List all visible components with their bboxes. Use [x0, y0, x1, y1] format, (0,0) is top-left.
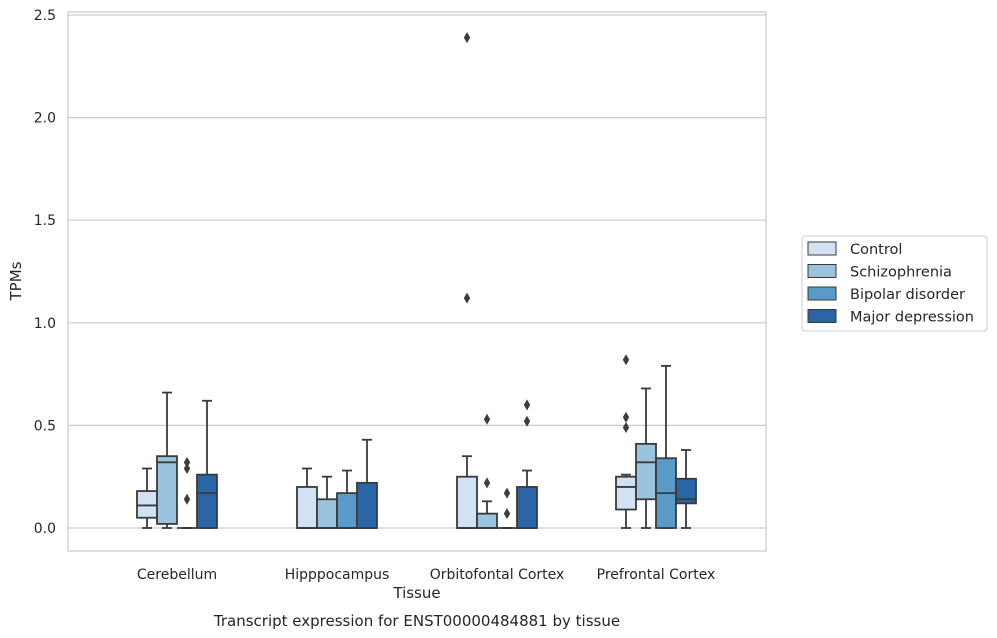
legend: Control Schizophrenia Bipolar disorder Majo…: [801, 235, 988, 332]
y-tick-label: 2.0: [34, 111, 56, 127]
box-schizophrenia: [156, 391, 178, 529]
x-tick-label: Hipppocampus: [285, 567, 390, 583]
legend-frame: [801, 235, 988, 332]
x-tick-label: Cerebellum: [137, 567, 217, 583]
x-axis-label: Tissue: [392, 584, 440, 602]
y-tick-labels: 0.0 0.5 1.0 1.5 2.0 2.5: [34, 8, 56, 537]
box-iqr: [196, 473, 218, 529]
box-iqr: [456, 475, 478, 529]
box-control: [615, 354, 637, 529]
x-tick-labels: Cerebellum Hipppocampus Orbitofontal Corte…: [137, 567, 715, 583]
legend-label: Major depression: [850, 310, 974, 326]
box-iqr: [675, 477, 697, 505]
grid-lines: [68, 14, 766, 529]
x-tick-label: Orbitofontal Cortex: [430, 567, 565, 583]
outlier-point: [183, 493, 191, 505]
boxplot-groups: [136, 32, 697, 529]
box-schizophrenia: [476, 413, 498, 529]
legend-label: Bipolar disorder: [850, 287, 965, 303]
y-tick-label: 1.0: [34, 316, 56, 332]
outlier-point: [503, 487, 511, 499]
outlier-point: [523, 415, 531, 427]
outlier-point: [183, 462, 191, 474]
box-iqr: [136, 490, 158, 519]
box-major-depression: [516, 399, 538, 529]
x-tick-label: Prefrontal Cortex: [597, 567, 716, 583]
outlier-point: [503, 508, 511, 520]
y-tick-label: 0.5: [34, 418, 56, 434]
box-iqr: [156, 455, 178, 525]
box-schizophrenia: [635, 387, 657, 529]
box-iqr: [316, 498, 338, 529]
outlier-point: [523, 399, 531, 411]
outlier-point: [483, 477, 491, 489]
outlier-point: [622, 421, 630, 433]
box-schizophrenia: [316, 475, 338, 529]
outlier-point: [463, 292, 471, 304]
chart-title: Transcript expression for ENST0000048488…: [213, 612, 620, 630]
outlier-point: [483, 413, 491, 425]
box-bipolar-disorder: [497, 487, 517, 529]
y-axis-label: TPMs: [7, 261, 25, 301]
box-control: [296, 467, 318, 529]
box-iqr: [516, 486, 538, 529]
legend-swatch: [807, 241, 837, 256]
outlier-point: [622, 411, 630, 423]
legend-swatch: [807, 286, 837, 301]
box-control: [456, 32, 478, 529]
y-tick-label: 0.0: [34, 521, 56, 537]
y-tick-label: 2.5: [34, 8, 56, 24]
box-major-depression: [196, 399, 218, 529]
outlier-point: [183, 456, 191, 468]
legend-swatch: [807, 309, 837, 323]
box-bipolar-disorder: [336, 469, 358, 529]
box-bipolar-disorder: [177, 456, 197, 529]
y-tick-label: 1.5: [34, 213, 56, 229]
box-bipolar-disorder: [655, 364, 677, 529]
box-iqr: [356, 481, 378, 529]
outlier-point: [622, 354, 630, 366]
legend-label: Control: [850, 242, 902, 258]
box-iqr: [296, 486, 318, 529]
box-iqr: [336, 492, 358, 529]
box-major-depression: [356, 438, 378, 529]
outlier-point: [463, 32, 471, 44]
plot-frame: [67, 11, 767, 552]
legend-swatch: [807, 264, 837, 278]
box-major-depression: [675, 449, 697, 529]
box-iqr: [476, 512, 498, 529]
box-control: [136, 467, 158, 529]
box-iqr: [615, 475, 637, 511]
box-iqr: [635, 442, 657, 501]
legend-label: Schizophrenia: [850, 265, 952, 281]
